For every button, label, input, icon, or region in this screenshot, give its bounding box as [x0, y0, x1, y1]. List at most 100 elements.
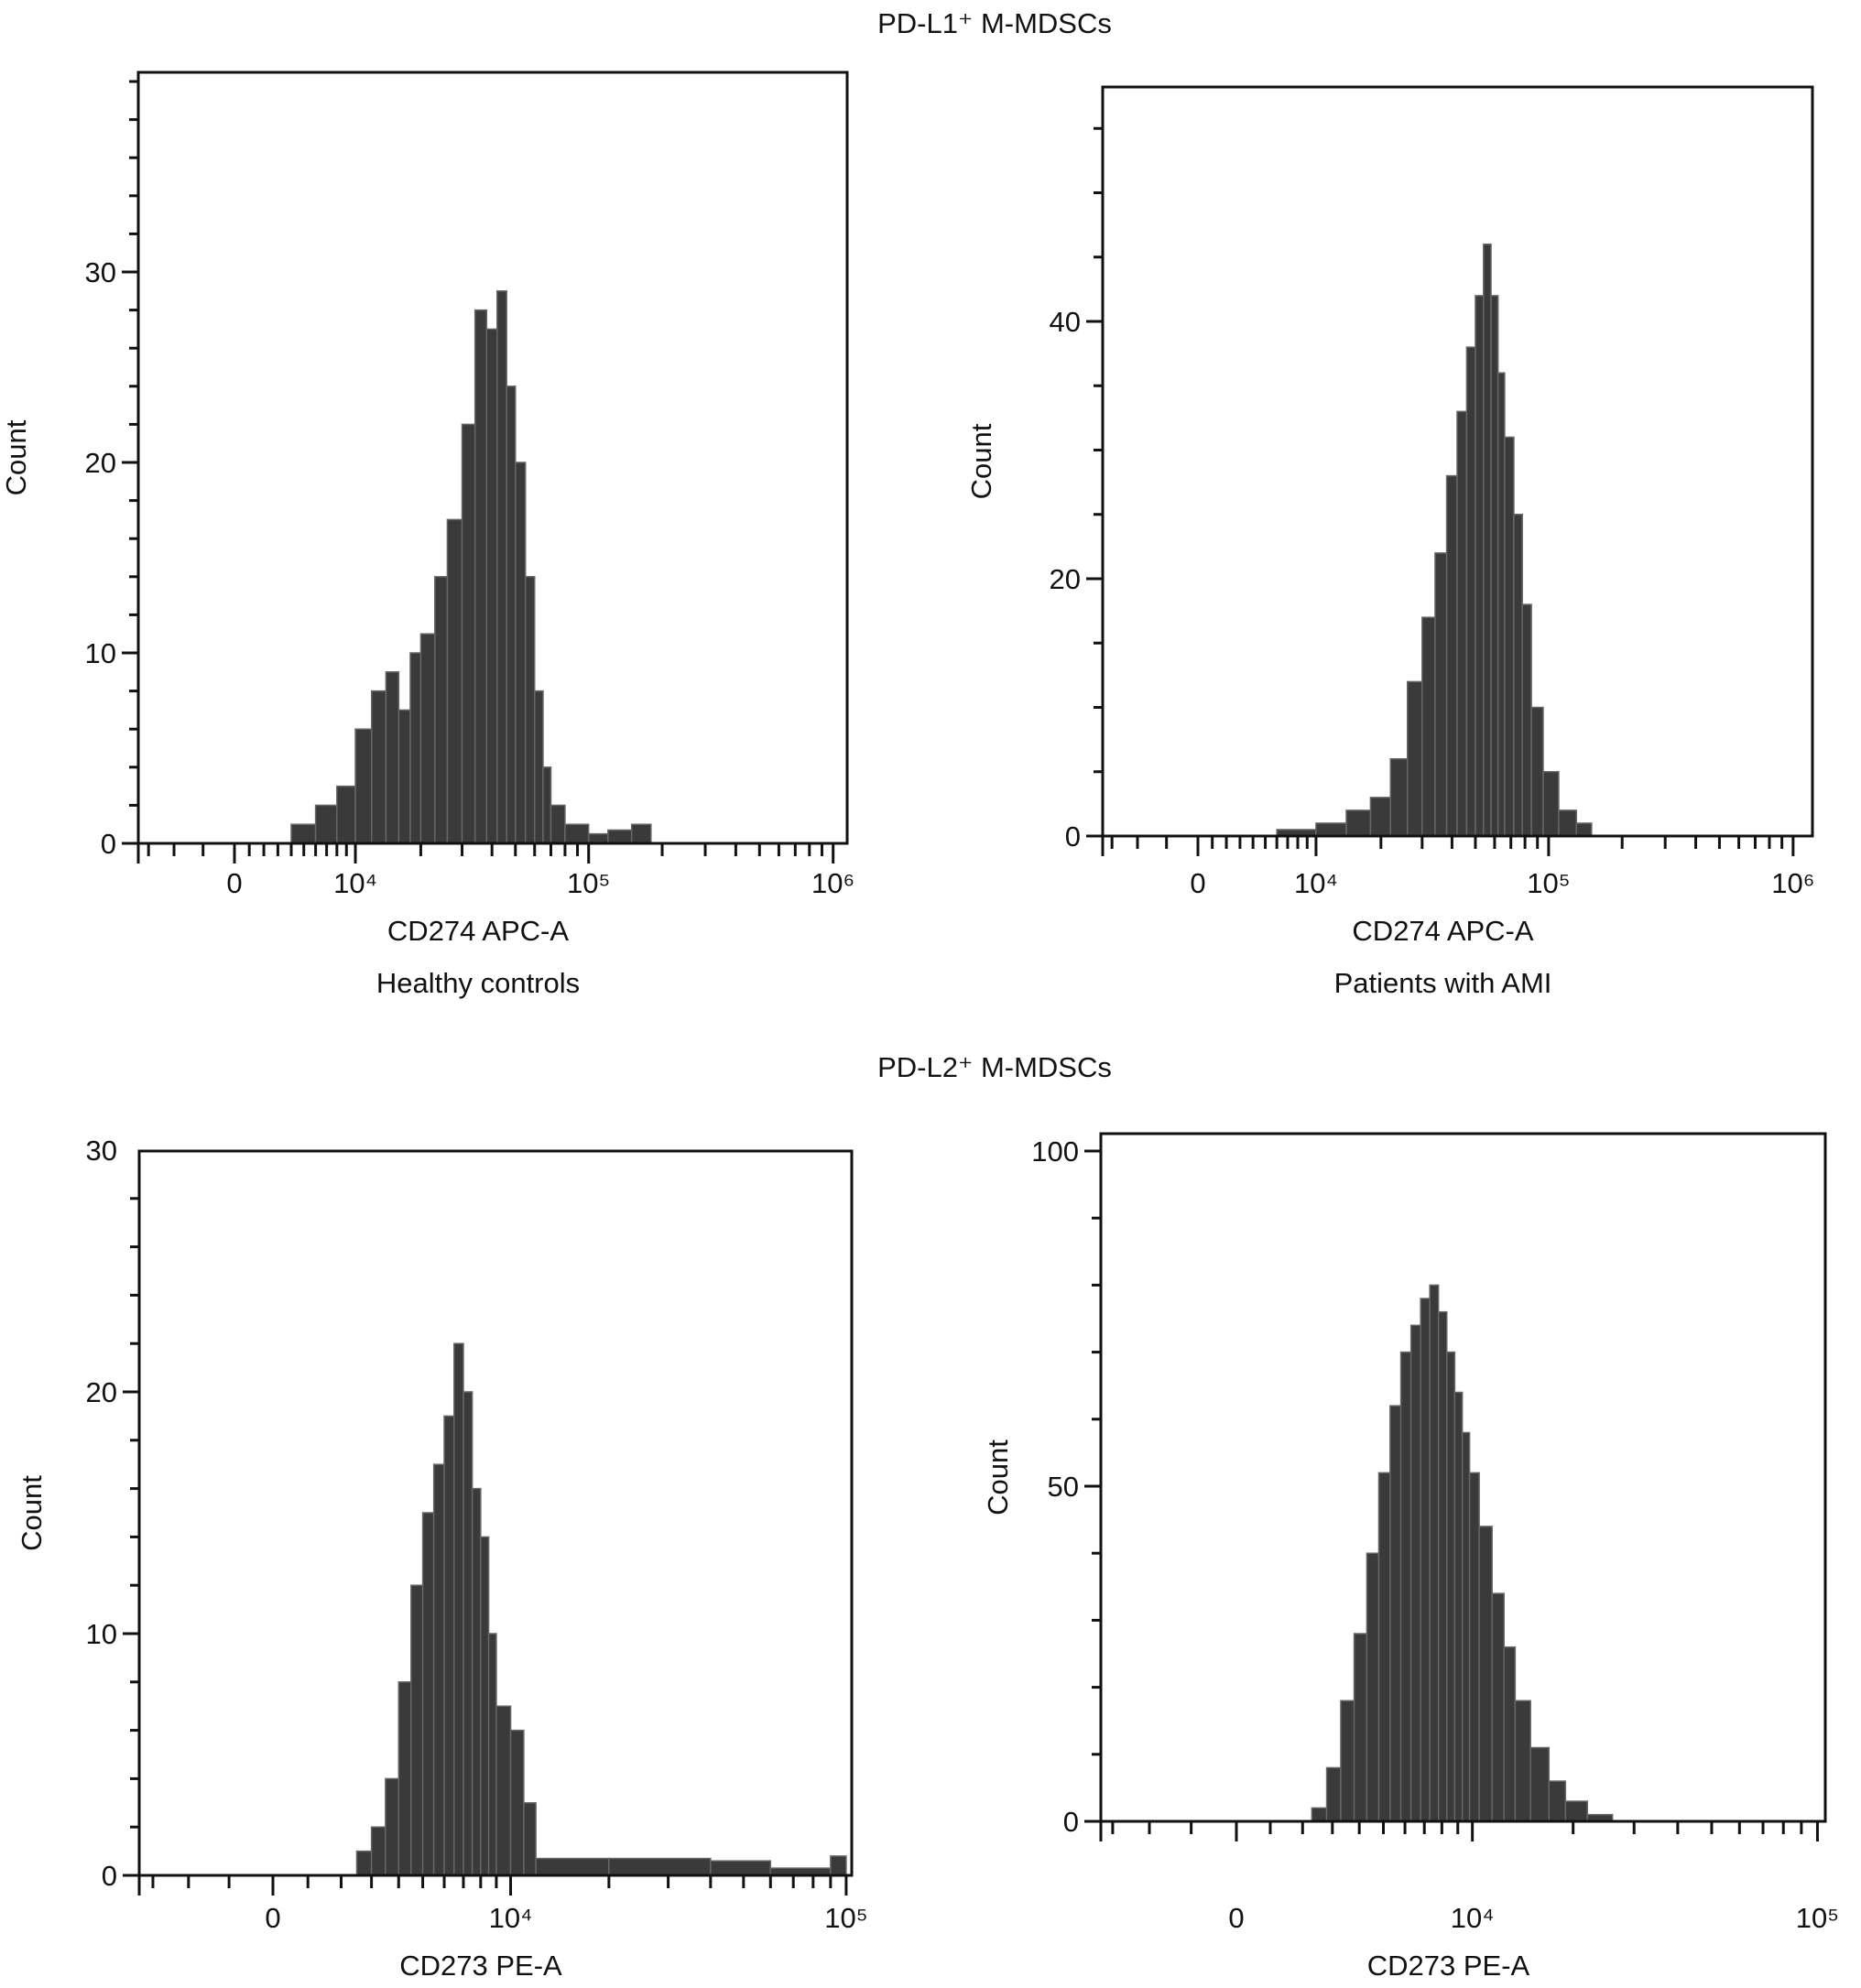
histogram-bar — [453, 1342, 464, 1876]
x-axis-label: CD274 APC-A — [1352, 915, 1533, 947]
histogram-bar — [473, 309, 488, 844]
histogram-bar — [487, 1633, 497, 1876]
histogram-bar — [480, 1536, 490, 1876]
group-label: Healthy controls — [376, 967, 580, 999]
histogram-bar — [409, 652, 422, 844]
histogram-bar — [1461, 1431, 1471, 1822]
histogram-bar — [1475, 295, 1485, 837]
histogram-bar — [542, 766, 552, 844]
section-title-pd-l2: PD-L2⁺ M-MDSCs — [877, 1051, 1112, 1083]
histogram-bar — [1503, 1646, 1517, 1822]
histogram-bar — [1369, 797, 1391, 837]
section-title-pd-l1: PD-L1⁺ M-MDSCs — [877, 7, 1112, 39]
histogram-bar — [1490, 295, 1499, 837]
histogram-bar — [587, 832, 609, 844]
histogram-bar — [607, 829, 633, 844]
histogram-bar — [1456, 410, 1468, 837]
histogram-bar — [485, 328, 498, 844]
y-tick-label: 0 — [1063, 1806, 1079, 1838]
x-tick-label: 10⁶ — [811, 867, 854, 899]
histogram-bar — [710, 1860, 772, 1876]
x-tick-label: 0 — [1190, 867, 1205, 899]
x-tick-label: 0 — [226, 867, 242, 899]
histogram-bar — [314, 804, 338, 844]
x-tick-label: 10⁵ — [567, 867, 610, 899]
y-axis-label: Count — [965, 423, 997, 499]
x-tick-label: 10⁴ — [1294, 867, 1338, 899]
x-tick-label: 0 — [1228, 1902, 1244, 1934]
histogram-bar — [1325, 1766, 1342, 1822]
histogram-bar — [1513, 514, 1523, 837]
x-tick-label: 10⁴ — [489, 1902, 533, 1934]
histogram-bar — [410, 1584, 424, 1876]
histogram-bar — [535, 1857, 610, 1876]
histogram-bar — [1564, 1800, 1588, 1822]
histogram-bar — [1521, 603, 1532, 837]
y-tick-label: 0 — [1065, 820, 1081, 853]
histogram-bar — [524, 576, 536, 844]
histogram-bar — [1575, 822, 1593, 837]
x-axis-label: CD274 APC-A — [387, 915, 569, 947]
histogram-bar — [354, 728, 373, 844]
x-tick-label: 0 — [265, 1902, 280, 1934]
histogram-bar — [550, 804, 566, 844]
histogram-bar — [419, 633, 436, 844]
x-axis-label: CD273 PE-A — [399, 1950, 562, 1982]
histogram-bar — [446, 518, 463, 844]
x-tick-label: 10⁵ — [1527, 867, 1570, 899]
histogram-bar — [1340, 1700, 1355, 1822]
histogram-bar — [506, 386, 517, 844]
y-tick-label: 20 — [85, 447, 116, 479]
histogram-bar — [1496, 372, 1506, 837]
y-tick-label: 100 — [1031, 1135, 1079, 1168]
x-tick-label: 10⁴ — [1451, 1902, 1495, 1934]
histogram-bar — [1420, 1298, 1431, 1822]
y-tick-label: 20 — [1050, 563, 1081, 595]
histogram-bar — [564, 823, 590, 844]
y-tick-label: 30 — [85, 256, 116, 288]
histogram-bar — [1465, 346, 1476, 837]
histogram-bar — [355, 1850, 373, 1876]
histogram-bar — [1377, 1472, 1391, 1822]
histogram-bar — [495, 1705, 512, 1876]
histogram-bar — [463, 1391, 473, 1876]
histogram-bar — [1504, 436, 1515, 837]
histogram-bar — [1315, 822, 1347, 837]
y-axis-label: Count — [0, 419, 32, 495]
y-tick-label: 10 — [86, 1618, 117, 1650]
histogram-bar — [1483, 243, 1492, 837]
histogram-bar — [1542, 771, 1560, 837]
histogram-bar — [1548, 1780, 1567, 1822]
histogram-bar — [371, 690, 387, 844]
histogram-bar — [1491, 1592, 1505, 1822]
plot-frame — [1101, 85, 1814, 838]
x-axis-label: CD273 PE-A — [1367, 1950, 1530, 1982]
histogram-bar — [1409, 1324, 1421, 1822]
histogram-bar — [1558, 809, 1578, 837]
histogram-bar — [1445, 474, 1458, 837]
group-label: Patients with AMI — [1334, 967, 1552, 999]
histogram-bar — [1389, 757, 1409, 837]
histogram-bar — [1399, 1351, 1412, 1822]
histogram-bar — [515, 462, 527, 844]
histogram-bar — [397, 709, 411, 844]
histogram-bar — [1437, 1310, 1448, 1822]
histogram-bar — [496, 290, 507, 844]
histogram-bar — [461, 423, 476, 844]
y-tick-label: 20 — [86, 1376, 117, 1408]
x-tick-label: 10⁶ — [1771, 867, 1814, 899]
histogram-bar — [1353, 1633, 1368, 1822]
histogram-bar — [533, 690, 544, 844]
histogram-bar — [1453, 1391, 1464, 1822]
histogram-bar — [1407, 680, 1423, 837]
y-axis-label: Count — [16, 1475, 48, 1551]
histogram-bar — [1478, 1526, 1493, 1822]
histogram-bar — [1529, 1746, 1551, 1822]
histogram-bar — [432, 1463, 445, 1876]
histogram-bar — [1468, 1472, 1480, 1822]
x-tick-label: 10⁵ — [824, 1902, 867, 1934]
plot-frame — [1099, 1132, 1827, 1823]
histogram-bar — [1514, 1700, 1531, 1822]
y-tick-label: 0 — [102, 1860, 117, 1892]
